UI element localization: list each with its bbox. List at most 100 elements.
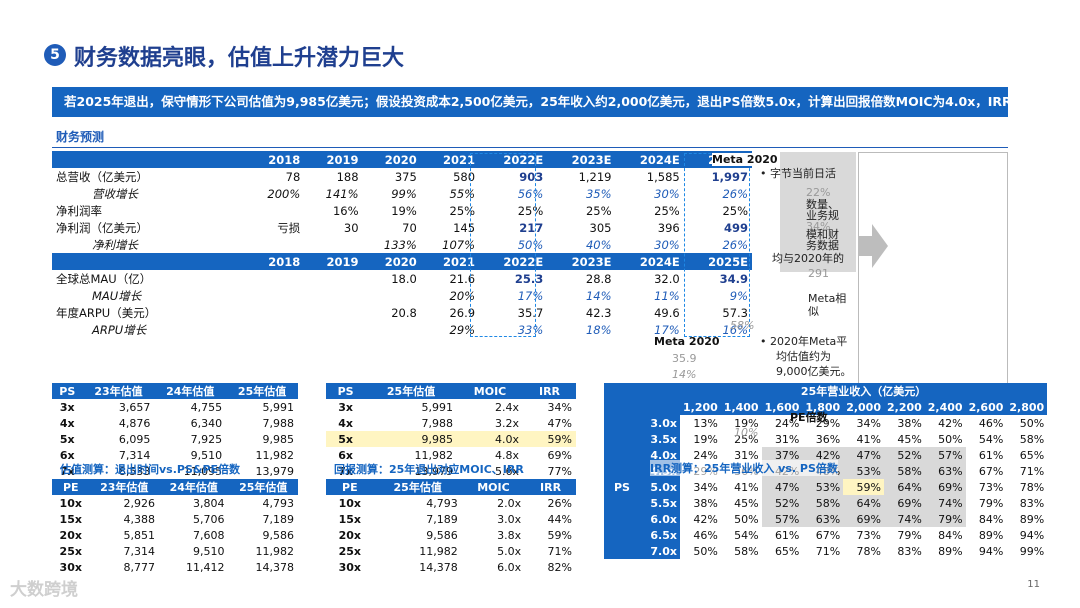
forecast-cell: 26.9 — [449, 305, 476, 320]
forecast-cell: 50% — [517, 237, 544, 252]
pe_moic-header-row: PE 25年估值 MOIC IRR — [326, 479, 576, 495]
irr-col-7: 2,600 — [965, 399, 1007, 415]
irr-cell: 61% — [774, 528, 800, 542]
pe_moic-header-1: 25年估值 — [373, 479, 462, 495]
irr-cell: 73% — [856, 528, 881, 542]
forecast-2025-highlight-box — [684, 153, 750, 337]
side-note-1k: 似 — [808, 305, 819, 318]
forecast-year-7: 2025E — [683, 253, 752, 270]
forecast-cell: 17% — [654, 322, 680, 337]
pe-moic-table: PE 25年估值 MOIC IRR 10x 4,793 2.0x 26% 15x 7,189 3.0… — [326, 479, 576, 575]
irr-col-5: 2,200 — [883, 399, 925, 415]
forecast-cell: 580 — [453, 169, 476, 184]
forecast-cell: 25% — [449, 203, 476, 218]
pe_moic-cell: 5.0x — [497, 544, 522, 558]
irr-col-2: 1,600 — [761, 399, 803, 415]
ps_table-cell: 4x — [59, 416, 75, 430]
forecast-cell: 903 — [519, 169, 544, 184]
pe_table-cell: 25x — [59, 544, 82, 558]
pe_moic-row: 30x 14,378 6.0x 82% — [326, 559, 576, 575]
pe_table-cell: 5,706 — [192, 512, 225, 526]
pe_moic-cell: 10x — [338, 496, 361, 510]
forecast-cell — [246, 287, 304, 304]
pe_table-row: 25x 7,314 9,510 11,982 — [52, 543, 298, 559]
forecast-row: 净利增长 133% 107% 50% 40% 30% 26% — [52, 236, 752, 253]
forecast-cell: 57.3 — [722, 305, 748, 320]
forecast-cell: 34.9 — [719, 271, 748, 286]
forecast-year-6: 2024E — [615, 253, 684, 270]
pe_table-header-3: 25年估值 — [228, 479, 298, 495]
pe_table-cell: 20x — [59, 528, 82, 542]
pe_moic-cell: 9,586 — [426, 528, 458, 542]
forecast-cell: 14% — [585, 288, 612, 303]
pe_table-cell: 7,189 — [262, 512, 295, 526]
forecast-cell: 25% — [585, 203, 612, 218]
ps_table-cell: 6x — [59, 448, 75, 462]
forecast-cell: 499 — [723, 220, 748, 235]
irr-cell: 59% — [843, 479, 884, 495]
irr-row: 4.0x 24% 31% 37% 42% 47% 52% 57% 61% 65% — [604, 447, 1047, 463]
forecast-table: 20182019202020212022E2023E2024E2025E总营收（… — [52, 151, 752, 338]
forecast-year-1: 2019 — [304, 151, 363, 168]
irr-col-3: 1,800 — [802, 399, 844, 415]
ps_table-cell: 9,985 — [262, 432, 295, 446]
forecast-cell: 21.6 — [449, 271, 476, 286]
irr-cell: 64% — [883, 479, 925, 495]
forecast-cell: 25% — [654, 203, 680, 218]
irr-row: PS 3.0x 13% 19% 24% 29% 34% 38% 42% 46% 50% — [604, 415, 1047, 559]
irr-cell: 89% — [1019, 512, 1045, 526]
ps_moic-row: 7x 13,979 5.6x 77% — [326, 463, 576, 479]
forecast-header-blank — [52, 253, 246, 270]
forecast-cell: 19% — [391, 203, 417, 218]
irr-cell: 31% — [774, 432, 800, 446]
irr-cell: 37% — [761, 447, 803, 463]
irr-cell: 94% — [978, 544, 1004, 558]
ps_table-cell: 7,925 — [190, 432, 223, 446]
ps_table-cell: 9,510 — [190, 448, 223, 462]
forecast-cell — [363, 287, 421, 304]
irr-cell: 84% — [938, 528, 963, 542]
side-note-1j: Meta相 — [808, 292, 847, 305]
irr-cell: 42% — [938, 416, 963, 430]
forecast-cell: 99% — [391, 186, 417, 201]
side-note-2b: 均估值约为 — [776, 350, 831, 363]
pe_moic-cell: 11,982 — [419, 544, 458, 558]
ps_moic-cell: 6x — [338, 448, 353, 462]
pe_moic-row: 20x 9,586 3.8x 59% — [326, 527, 576, 543]
irr-cell: 45% — [897, 432, 922, 446]
ps_moic-header-0: PS — [326, 383, 366, 399]
pe_moic-cell: 3.0x — [497, 512, 522, 526]
ps_moic-row: 6x 11,982 4.8x 69% — [326, 447, 576, 463]
ps_table-cell: 4,876 — [118, 416, 151, 430]
ps_moic-row: 4x 7,988 3.2x 47% — [326, 415, 576, 431]
irr-col-0: 1,200 — [680, 399, 721, 415]
irr-row-header: 6.0x — [640, 511, 680, 527]
pe_table-cell: 3,804 — [192, 496, 225, 510]
forecast-cell — [363, 321, 421, 338]
ps_moic-cell: 7x — [338, 464, 353, 478]
irr-cell: 94% — [1019, 528, 1045, 542]
forecast-cell: 141% — [325, 186, 359, 201]
watermark-logo: 大数跨境 — [10, 580, 78, 600]
ps_table-cell: 7x — [59, 464, 75, 478]
pe_table-cell: 11,982 — [255, 544, 295, 558]
side-note-frame — [858, 152, 1008, 392]
ps_table-row: 3x 3,657 4,755 5,991 — [52, 399, 298, 415]
irr-cell: 50% — [1019, 416, 1045, 430]
side-note-1b: 22% — [806, 186, 831, 199]
irr-cell: 65% — [1019, 448, 1045, 462]
irr-cell: 53% — [802, 479, 844, 495]
pe_moic-header-3: IRR — [525, 479, 576, 495]
ps_moic-cell: 69% — [547, 448, 572, 462]
irr-row-header: 5.0x — [640, 479, 680, 495]
ps_moic-header-3: IRR — [523, 383, 576, 399]
irr-cell: 74% — [924, 495, 966, 511]
ps_table-header-row: PS 23年估值 24年估值 25年估值 — [52, 383, 298, 399]
forecast-year-1: 2019 — [304, 253, 363, 270]
caption-return: 回报测算：25年退出对应MOIC、IRR — [334, 463, 524, 476]
irr-cell: 50% — [734, 512, 759, 526]
forecast-cell: 25% — [722, 203, 748, 218]
forecast-cell: 18.0 — [391, 271, 417, 286]
forecast-cell: 396 — [657, 220, 680, 235]
overlay-35-9: 35.9 — [672, 352, 697, 365]
